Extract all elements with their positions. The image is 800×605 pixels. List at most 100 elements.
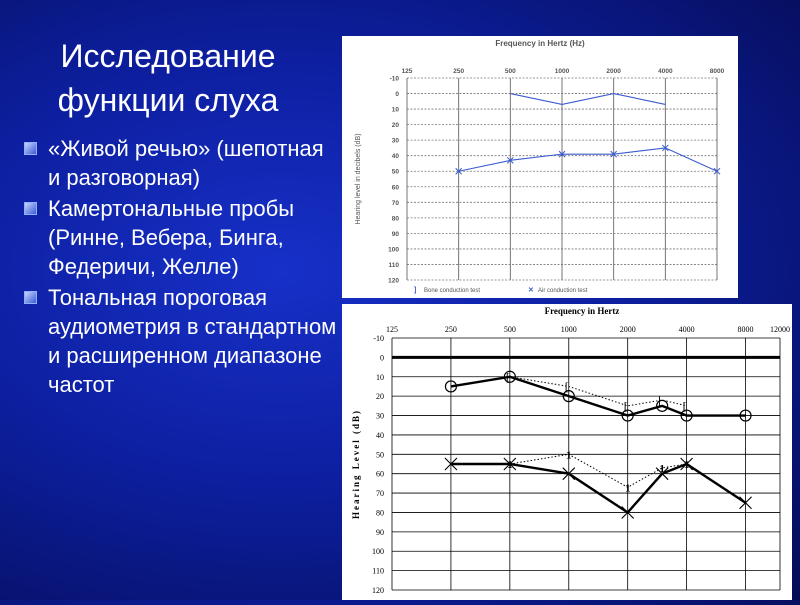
chart-2-circle-point xyxy=(562,390,575,403)
chart-1-x-tick-label: 1000 xyxy=(555,68,570,75)
chart-1-air-point xyxy=(661,144,669,152)
chart-1-x-tick-label: 500 xyxy=(505,68,516,75)
chart-2-circle-point xyxy=(621,409,634,422)
chart-2-title: Frequency in Hertz xyxy=(545,306,620,316)
chart-2-bracket-point: [ xyxy=(565,379,569,393)
chart-2-x-tick-label: 1000 xyxy=(561,325,577,334)
chart-1-x-tick-label: 125 xyxy=(402,68,413,75)
chart-1-x-tick-label: 8000 xyxy=(710,68,725,75)
chart-1-air-point xyxy=(455,167,463,175)
bullet-text: Тональная пороговая аудиометрия в станда… xyxy=(48,285,337,397)
chart-1-legend-air-icon: ✕ xyxy=(528,287,534,294)
chart-2-x-tick-label: 2000 xyxy=(620,325,636,334)
chart-2-x-tick-label: 12000 xyxy=(770,325,790,334)
chart-1-air-line xyxy=(458,147,718,172)
checkbox-bullet-icon xyxy=(24,202,37,215)
chart-2-y-tick-label: 70 xyxy=(376,489,384,498)
chart-2-series-line xyxy=(509,453,687,488)
chart-1-y-tick-label: 120 xyxy=(388,278,399,285)
title-line-2: функции слуха xyxy=(57,82,279,118)
audiogram-2-panel: Frequency in Hertz Hearing Level (dB) -10 0… xyxy=(342,304,792,600)
chart-2-circle-point xyxy=(503,370,516,383)
chart-1-y-tick-label: 100 xyxy=(388,246,399,253)
chart-1-y-tick-label: -10 xyxy=(390,76,400,83)
chart-2-y-tick-label: 50 xyxy=(376,450,384,459)
chart-1-legend-air: Air conduction test xyxy=(538,288,588,294)
chart-2-one-point: 1 xyxy=(625,482,631,494)
chart-2-x-tick-label: 4000 xyxy=(679,325,695,334)
chart-2-y-tick-label: 90 xyxy=(376,528,384,537)
audiogram-2-chart: Frequency in Hertz Hearing Level (dB) -10 0… xyxy=(351,306,790,595)
chart-2-x-point xyxy=(503,457,517,471)
chart-2-y-tick-label: 0 xyxy=(380,353,384,362)
chart-1-air-point xyxy=(506,157,514,164)
chart-2-y-tick-label: 60 xyxy=(376,470,384,479)
chart-2-x-point xyxy=(621,506,635,519)
chart-2-x-point xyxy=(444,457,458,471)
chart-1-legend-bone-icon: ] xyxy=(414,287,416,294)
chart-2-series-line xyxy=(509,376,687,407)
chart-1-x-tick-label: 250 xyxy=(453,68,464,75)
chart-1-y-tick-label: 20 xyxy=(392,122,400,129)
chart-1-y-tick-label: 80 xyxy=(392,215,400,222)
chart-2-x-tick-label: 8000 xyxy=(738,325,754,334)
chart-1-y-label: Hearing level in decibels (dB) xyxy=(355,133,362,224)
chart-2-y-tick-label: 20 xyxy=(376,392,384,401)
chart-1-y-tick-label: 110 xyxy=(389,262,400,269)
chart-1-x-tick-label: 2000 xyxy=(606,68,621,75)
chart-2-bracket-point: [ xyxy=(683,399,687,413)
bullet-list: «Живой речью» (шепотная и разговорная) К… xyxy=(22,134,342,401)
bullet-text: «Живой речью» (шепотная и разговорная) xyxy=(48,136,324,190)
chart-2-bracket-point: [ xyxy=(658,393,662,407)
chart-2-one-point: 1 xyxy=(507,459,513,471)
chart-2-one-point: 1 xyxy=(659,463,665,475)
checkbox-bullet-icon xyxy=(24,142,37,155)
chart-1-air-point xyxy=(558,150,566,158)
chart-1-air-point xyxy=(713,167,721,175)
chart-2-x-tick-label: 250 xyxy=(445,325,457,334)
chart-2-y-tick-label: 80 xyxy=(376,508,384,517)
chart-1-y-tick-label: 50 xyxy=(392,169,400,176)
chart-2-x-point xyxy=(680,457,693,471)
chart-1-x-tick-label: 4000 xyxy=(658,68,673,75)
chart-2-one-point: 1 xyxy=(566,449,572,461)
chart-2-x-point xyxy=(739,496,752,510)
chart-1-y-tick-label: 40 xyxy=(392,153,400,160)
bullet-text: Камертональные пробы (Ринне, Вебера, Бин… xyxy=(48,196,295,279)
chart-2-circle-point xyxy=(739,409,752,422)
chart-1-bone-line xyxy=(510,92,666,105)
chart-1-legend-bone: Bone conduction test xyxy=(424,288,480,294)
chart-2-y-label: Hearing Level (dB) xyxy=(351,409,361,519)
chart-2-bracket-point: [ xyxy=(624,399,628,413)
checkbox-bullet-icon xyxy=(24,291,37,304)
bullet-item: «Живой речью» (шепотная и разговорная) xyxy=(22,134,342,192)
chart-2-y-tick-label: 120 xyxy=(372,586,384,595)
chart-1-y-tick-label: 30 xyxy=(392,138,400,145)
chart-2-series-line xyxy=(450,375,746,417)
title-line-1: Исследование xyxy=(60,38,276,74)
chart-2-circle-point xyxy=(680,409,693,422)
chart-2-circle-point xyxy=(656,399,669,412)
audiogram-1-chart: Frequency in Hertz (Hz) Hearing level in … xyxy=(355,39,725,294)
chart-2-y-tick-label: 100 xyxy=(372,547,384,556)
chart-2-y-tick-label: 110 xyxy=(372,567,384,576)
chart-2-y-tick-label: -10 xyxy=(373,334,384,343)
chart-2-circle-point xyxy=(444,380,458,393)
chart-2-y-tick-label: 10 xyxy=(376,373,384,382)
chart-2-x-point xyxy=(562,467,576,481)
chart-2-y-tick-label: 30 xyxy=(376,412,384,421)
chart-1-y-tick-label: 70 xyxy=(392,200,400,207)
chart-1-y-tick-label: 90 xyxy=(392,231,400,238)
bullet-item: Камертональные пробы (Ринне, Вебера, Бин… xyxy=(22,194,342,281)
chart-1-y-tick-label: 0 xyxy=(395,91,399,98)
chart-2-bracket-point: [ xyxy=(506,370,510,384)
chart-2-x-tick-label: 125 xyxy=(386,325,398,334)
chart-1-air-point xyxy=(610,150,618,158)
chart-1-y-tick-label: 10 xyxy=(392,107,400,114)
chart-2-series-line xyxy=(450,462,747,515)
bullet-item: Тональная пороговая аудиометрия в станда… xyxy=(22,283,342,399)
audiogram-1-panel: Frequency in Hertz (Hz) Hearing level in … xyxy=(342,36,738,298)
chart-1-y-tick-label: 60 xyxy=(392,184,400,191)
chart-2-x-tick-label: 500 xyxy=(504,325,516,334)
slide-title: Исследование функции слуха xyxy=(18,34,318,122)
